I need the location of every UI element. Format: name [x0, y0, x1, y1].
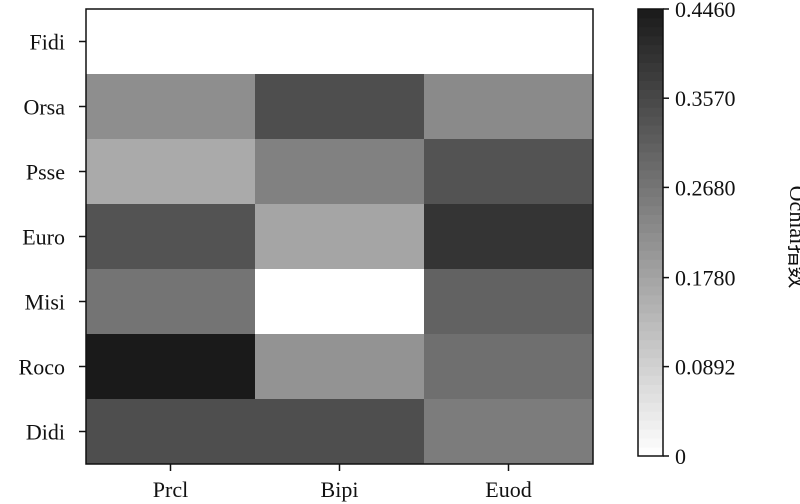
y-tick-label: Euro: [22, 225, 65, 250]
colorbar-swatch: [638, 312, 663, 323]
colorbar-swatch: [638, 259, 663, 269]
colorbar-swatch: [638, 125, 663, 135]
colorbar-swatch: [638, 107, 663, 117]
colorbar-swatch: [638, 321, 663, 332]
heatmap-cell: [86, 9, 256, 75]
colorbar-swatch: [638, 26, 663, 37]
colorbar-swatch: [638, 339, 663, 350]
heatmap-cell: [255, 74, 425, 140]
colorbar-swatch: [638, 402, 663, 412]
colorbar-swatch: [638, 384, 663, 394]
colorbar-frame: [637, 8, 664, 457]
colorbar-swatch: [638, 348, 663, 359]
colorbar-swatch: [638, 295, 663, 305]
heatmap-cell: [255, 399, 425, 465]
heatmap-cell: [424, 74, 594, 140]
heatmap-cell: [86, 399, 256, 465]
colorbar: 0 0.0892 0.1780 0.2680 0.3570 0.4460: [637, 0, 736, 469]
heatmap-cell: [86, 204, 256, 270]
colorbar-swatch: [638, 62, 663, 72]
heatmap-cell: [86, 334, 256, 400]
heatmap-cell: [424, 204, 594, 270]
colorbar-swatch: [638, 277, 663, 287]
colorbar-swatch: [638, 9, 663, 19]
colorbar-swatch: [638, 304, 663, 314]
colorbar-swatch: [638, 241, 663, 251]
colorbar-swatch: [638, 53, 663, 64]
colorbar-swatch: [638, 268, 663, 278]
colorbar-swatch: [638, 223, 663, 233]
colorbar-tick-label: 0.1780: [675, 266, 736, 291]
heatmap-cell: [424, 399, 594, 465]
colorbar-tick-label: 0: [675, 444, 686, 469]
x-axis: Prcl Bipi Euod: [153, 464, 532, 502]
colorbar-swatch: [638, 89, 663, 99]
y-tick-label: Orsa: [23, 95, 65, 120]
colorbar-swatch: [638, 411, 663, 421]
heatmap-cell: [86, 74, 256, 140]
colorbar-swatch: [638, 429, 663, 439]
colorbar-tick-label: 0.3570: [675, 86, 736, 111]
heatmap-cells: [86, 9, 594, 465]
colorbar-swatch: [638, 250, 663, 260]
colorbar-swatch: [638, 447, 663, 457]
colorbar-swatch: [638, 438, 663, 448]
colorbar-swatch: [638, 232, 663, 242]
colorbar-swatch: [638, 420, 663, 430]
colorbar-tick-label: 0.0892: [675, 355, 736, 380]
colorbar-swatch: [638, 17, 663, 28]
colorbar-swatch: [638, 286, 663, 296]
y-tick-label: Fidi: [30, 30, 65, 55]
colorbar-swatch: [638, 357, 663, 367]
heatmap-cell: [255, 334, 425, 400]
colorbar-tick-label: 0.4460: [675, 0, 736, 22]
colorbar-swatch: [638, 205, 663, 216]
heatmap-cell: [255, 139, 425, 205]
colorbar-swatch: [638, 214, 663, 224]
heatmap-cell: [424, 139, 594, 205]
colorbar-swatch: [638, 330, 663, 341]
heatmap-cell: [424, 9, 594, 75]
heatmap-cell: [255, 204, 425, 270]
y-tick-label: Roco: [19, 355, 65, 380]
heatmap-cell: [424, 334, 594, 400]
y-tick-label: Psse: [26, 160, 65, 185]
colorbar-swatch: [638, 44, 663, 55]
colorbar-swatch: [638, 393, 663, 403]
heatmap-cell: [424, 269, 594, 335]
colorbar-swatch: [638, 178, 663, 189]
y-tick-label: Misi: [25, 290, 65, 315]
colorbar-swatch: [638, 35, 663, 46]
x-tick-label: Euod: [485, 477, 531, 502]
colorbar-swatch: [638, 134, 663, 144]
colorbar-tick-label: 0.2680: [675, 175, 736, 200]
x-tick-label: Prcl: [153, 477, 188, 502]
colorbar-swatch: [638, 71, 663, 81]
colorbar-label: Ochiai指数: [785, 186, 800, 289]
colorbar-swatch: [638, 98, 663, 108]
colorbar-swatch: [638, 152, 663, 162]
x-tick-label: Bipi: [321, 477, 359, 502]
heatmap-cell: [255, 9, 425, 75]
colorbar-swatch: [638, 366, 663, 376]
colorbar-swatch: [638, 169, 663, 180]
colorbar-swatch: [638, 80, 663, 90]
heatmap-cell: [86, 269, 256, 335]
colorbar-swatch: [638, 375, 663, 385]
colorbar-swatch: [638, 143, 663, 153]
heatmap-cell: [255, 269, 425, 335]
colorbar-swatch: [638, 116, 663, 126]
colorbar-swatch: [638, 187, 663, 198]
heatmap-cell: [86, 139, 256, 205]
colorbar-swatch: [638, 160, 663, 171]
y-axis: Fidi Orsa Psse Euro Misi Roco Didi: [19, 30, 86, 445]
colorbar-swatch: [638, 196, 663, 207]
y-tick-label: Didi: [26, 420, 65, 445]
